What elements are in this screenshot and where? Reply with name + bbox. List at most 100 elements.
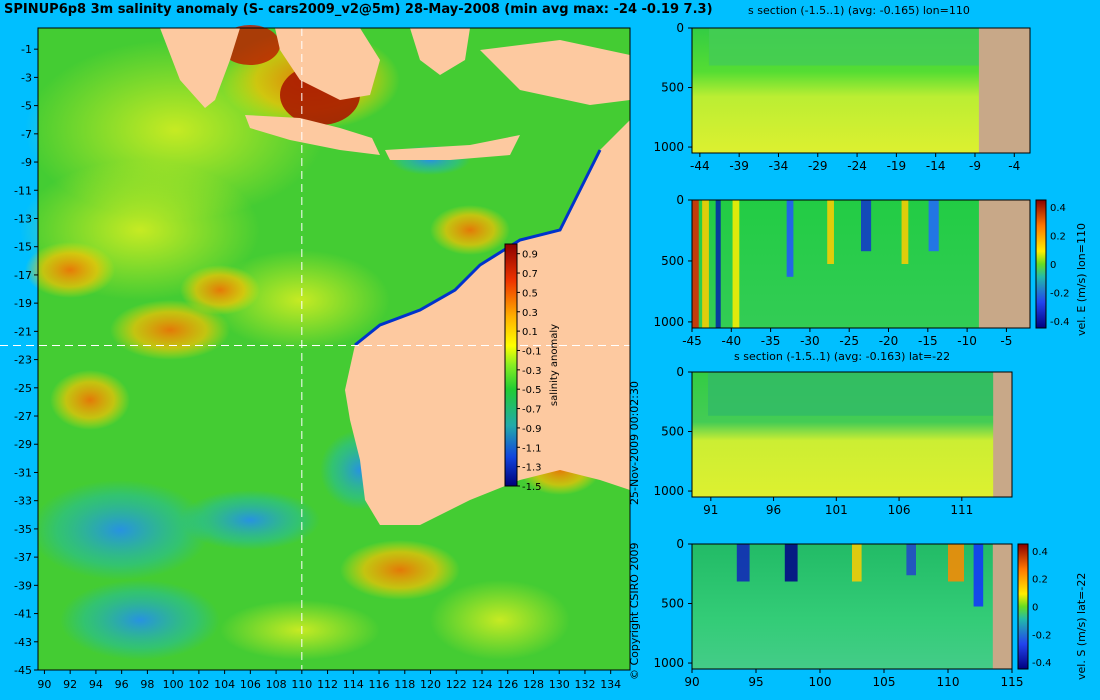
map-x-tick-label: 134 (600, 678, 621, 691)
land-papua (480, 40, 630, 105)
map-colorbar-tick-label: 0.5 (522, 288, 538, 299)
map-x-tick-label: 102 (188, 678, 209, 691)
map-y-tick-label: -19 (14, 297, 32, 310)
section-feature (692, 200, 699, 328)
section-feature (702, 200, 709, 328)
section-colorbar-tick-label: -0.4 (1032, 658, 1052, 669)
map-y-tick-label: -23 (14, 354, 32, 367)
map-anomaly-patch (430, 580, 570, 660)
vel-s-colorbar-label: vel. S (m/s) lat=-22 (1075, 572, 1088, 680)
section-x-tick-label: -15 (918, 334, 938, 348)
map-x-tick-label: 98 (140, 678, 154, 691)
section-x-tick-label: 115 (1001, 675, 1024, 689)
section-land (978, 200, 1030, 328)
map-x-tick-label: 116 (369, 678, 390, 691)
section-x-tick-label: -19 (887, 159, 907, 173)
section-colorbar-tick-label: 0.4 (1050, 203, 1066, 214)
section-y-tick-label: 0 (676, 21, 684, 35)
map-colorbar-tick-label: -0.5 (522, 385, 542, 396)
map-x-tick-label: 96 (115, 678, 129, 691)
section-colorbar-tick-label: -0.2 (1032, 630, 1052, 641)
section-feature (736, 544, 750, 582)
section-feature (948, 544, 964, 582)
land-sulawesi (410, 28, 470, 75)
section-feature (827, 200, 834, 264)
section-x-tick-label: 111 (950, 503, 973, 517)
map-y-tick-label: -29 (14, 438, 32, 451)
section-land (992, 544, 1012, 669)
section-colorbar-tick-label: 0 (1050, 260, 1056, 271)
section-y-tick-label: 500 (661, 81, 684, 95)
figure-title: SPINUP6p8 3m salinity anomaly (S- cars20… (4, 2, 713, 17)
map-x-tick-label: 114 (343, 678, 364, 691)
map-y-tick-label: -27 (14, 410, 32, 423)
map-y-tick-label: -11 (14, 184, 32, 197)
map-x-tick-label: 120 (420, 678, 441, 691)
map-colorbar-tick-label: -1.1 (522, 443, 542, 454)
map-x-tick-label: 110 (291, 678, 312, 691)
map-colorbar-tick-label: -0.1 (522, 346, 542, 357)
section-feature (973, 544, 984, 607)
section-x-tick-label: -5 (1000, 334, 1012, 348)
section-frame (691, 371, 1013, 498)
section-feature (708, 372, 996, 416)
section-y-tick-label: 0 (676, 537, 684, 551)
section-feature (715, 200, 721, 328)
land-sumatra (160, 28, 240, 108)
section-x-tick-label: -40 (721, 334, 741, 348)
section-x-tick-label: -45 (682, 334, 702, 348)
vel-e-section-chart: -45 -40 -35 -30 -25 -20 -15 -10 -5 0 500 1000 0.4 0.2… (653, 193, 1070, 348)
section-colorbar (1017, 543, 1029, 670)
map-colorbar-tick-label: 0.7 (522, 269, 538, 280)
map-colorbar-tick-label: -1.3 (522, 463, 542, 474)
section-y-tick-label: 500 (661, 254, 684, 268)
map-colorbar (504, 243, 518, 487)
section-colorbar (1035, 199, 1047, 329)
map-y-tick-label: -1 (21, 43, 32, 56)
section-x-tick-label: -10 (957, 334, 977, 348)
map-x-tick-label: 92 (63, 678, 77, 691)
map-y-tick-label: -39 (14, 579, 32, 592)
map-colorbar-tick-label: -0.7 (522, 405, 542, 416)
map-x-tick-label: 106 (240, 678, 261, 691)
section-y-tick-label: 1000 (653, 315, 684, 329)
section-land (978, 28, 1030, 153)
section-x-tick-label: 96 (766, 503, 781, 517)
section-frame (691, 199, 1031, 329)
map-x-tick-label: 126 (497, 678, 518, 691)
map-y-tick-label: -13 (14, 212, 32, 225)
timestamp: 25-Nov-2009 00:02:30 (628, 380, 641, 505)
section-x-tick-label: 100 (809, 675, 832, 689)
section-y-tick-label: 500 (661, 425, 684, 439)
map-colorbar-tick-label: 0.9 (522, 250, 538, 261)
coast-current (354, 149, 602, 347)
section-feature (906, 544, 916, 576)
section-x-tick-label: -9 (969, 159, 981, 173)
land-nusa-tenggara (385, 135, 520, 160)
main-map-chart: 90 92 94 96 98 100 102 104 106 108 110 112 114 116 118… (0, 25, 631, 691)
section-colorbar-tick-label: 0 (1032, 603, 1038, 614)
section-y-tick-label: 500 (661, 597, 684, 611)
section-colorbar-tick-label: -0.4 (1050, 317, 1070, 328)
map-y-tick-label: -15 (14, 241, 32, 254)
section-x-tick-label: -34 (769, 159, 789, 173)
map-x-tick-label: 100 (163, 678, 184, 691)
map-anomaly-patch (180, 265, 260, 315)
map-anomaly-patch (30, 480, 210, 580)
map-colorbar-tick-label: -0.9 (522, 424, 542, 435)
section-feature (901, 200, 909, 264)
map-anomaly-patch (50, 370, 130, 430)
map-y-tick-label: -25 (14, 382, 32, 395)
map-anomaly-patch (220, 600, 380, 660)
section-colorbar-tick-label: 0.2 (1032, 575, 1048, 586)
map-frame (37, 27, 631, 671)
map-x-tick-label: 132 (574, 678, 595, 691)
map-anomaly-patch (25, 242, 115, 298)
section-x-tick-label: -35 (761, 334, 781, 348)
map-colorbar-tick-label: -0.3 (522, 366, 542, 377)
vel-s-section-chart: 90 95 100 105 110 115 0 500 1000 0.4 0.2 0 -0.2 -0.4 (653, 537, 1052, 689)
map-x-tick-label: 124 (472, 678, 493, 691)
section-feature (928, 200, 939, 252)
map-y-tick-label: -41 (14, 608, 32, 621)
map-x-tick-label: 108 (266, 678, 287, 691)
